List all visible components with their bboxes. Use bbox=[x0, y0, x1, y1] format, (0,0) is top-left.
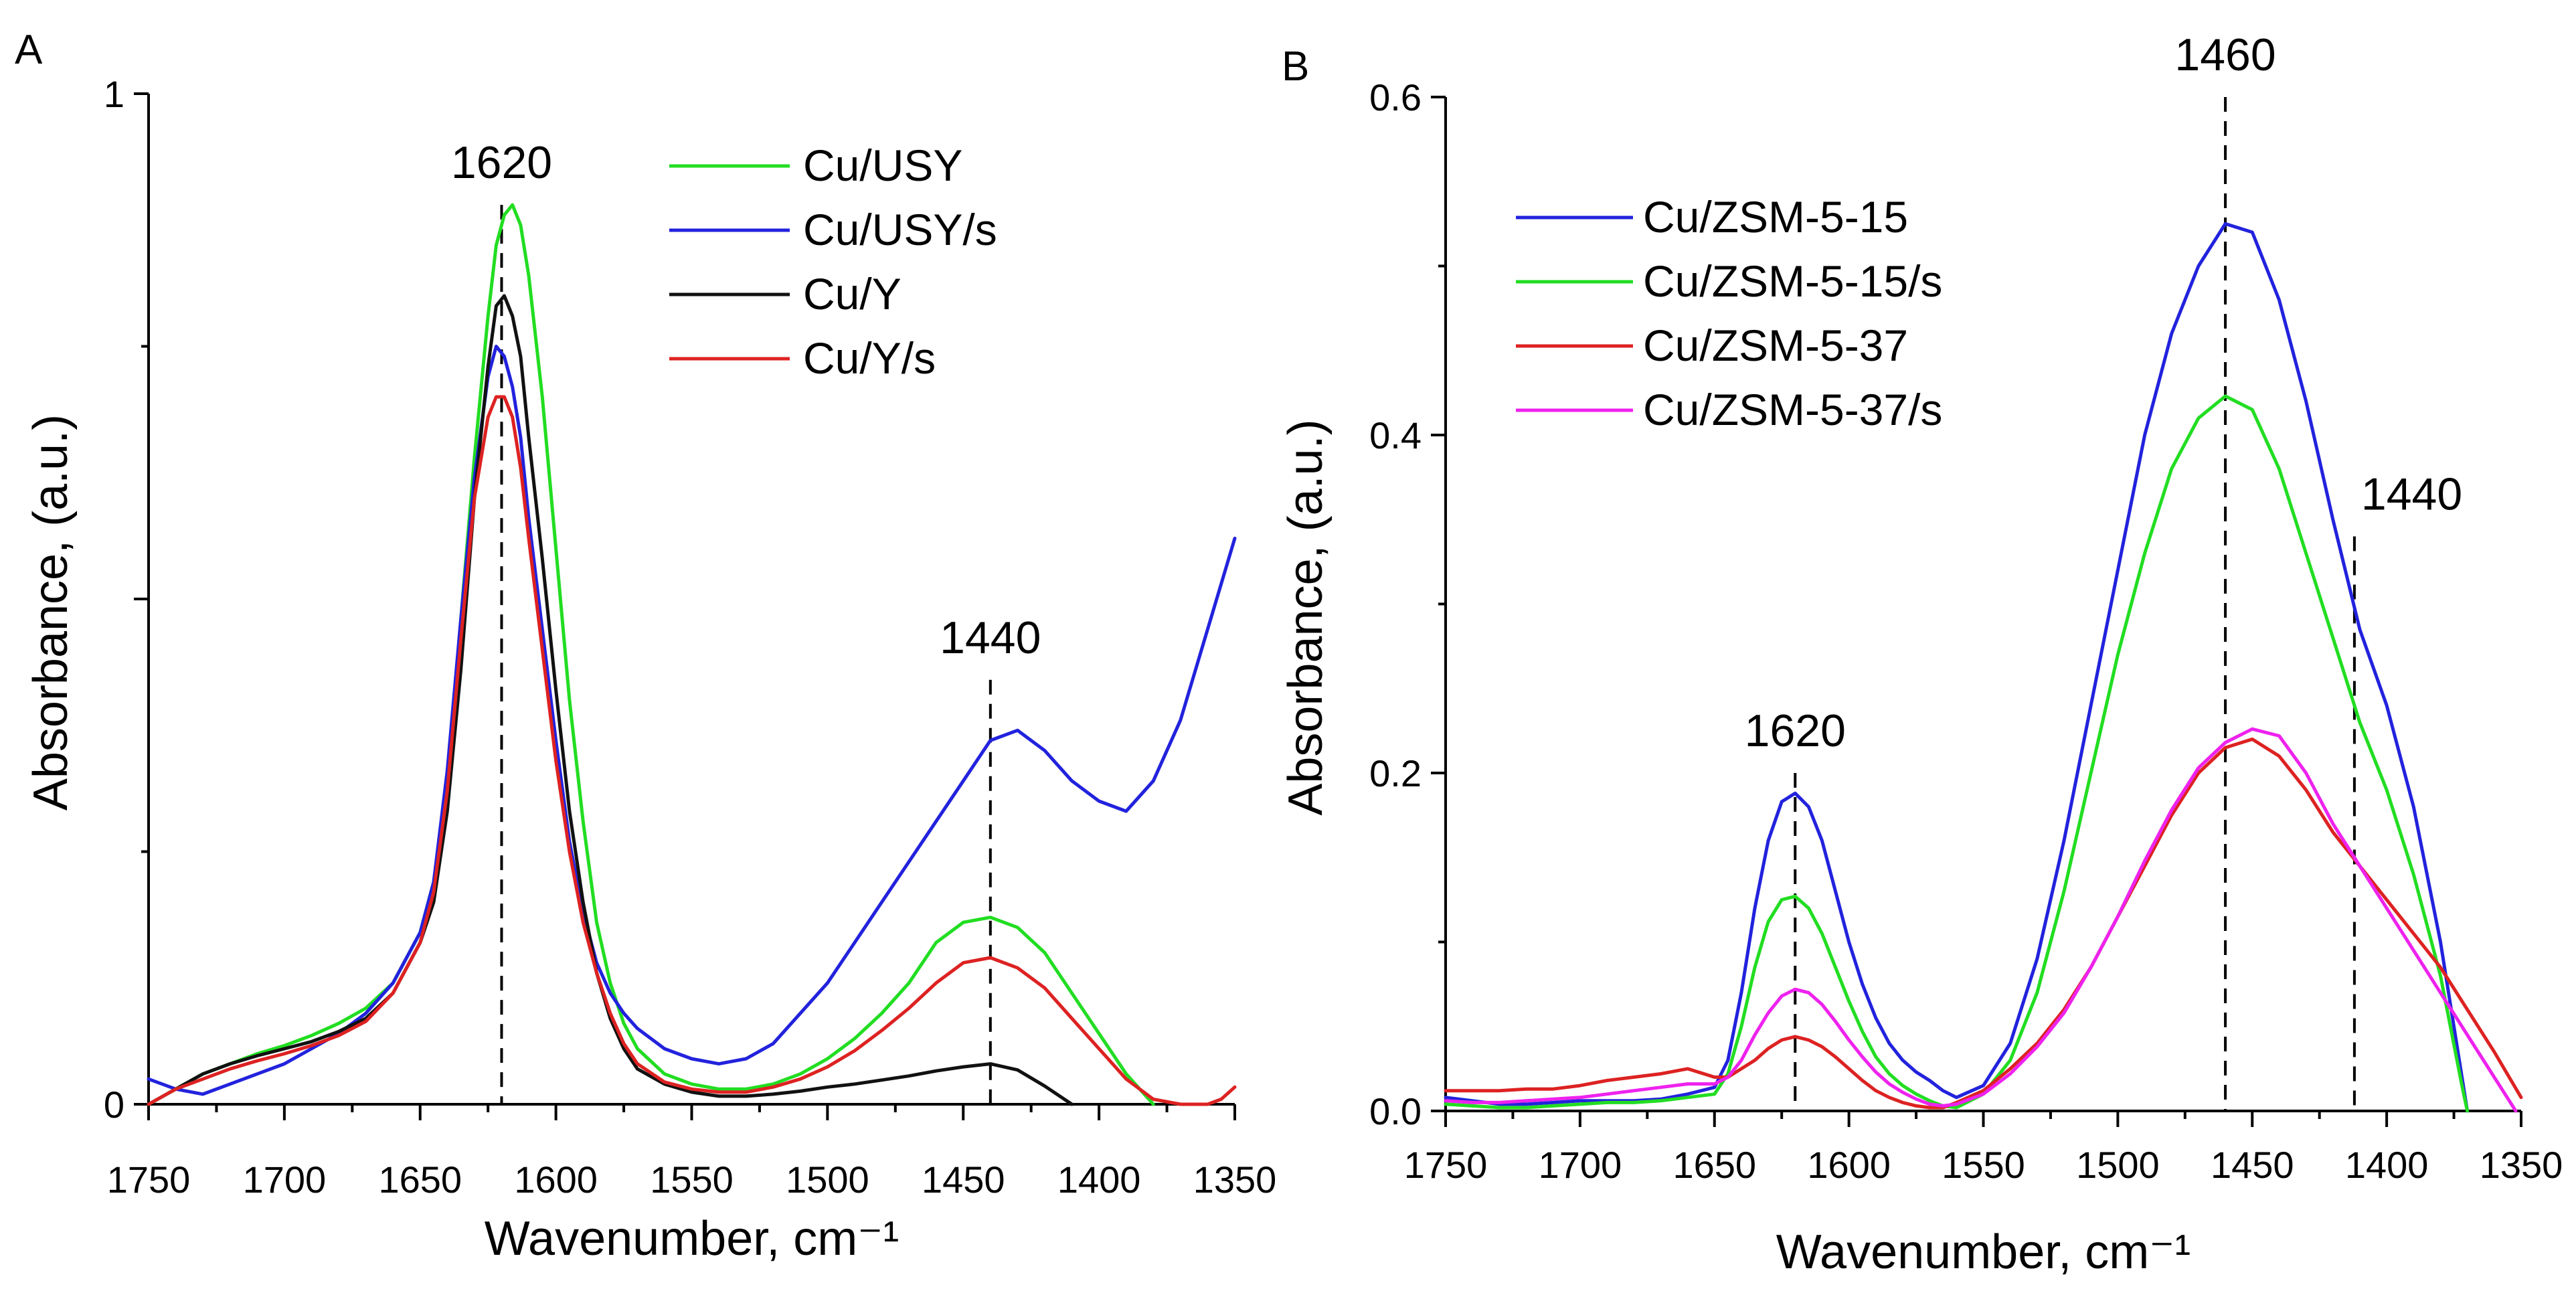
legend-label: Cu/ZSM-5-37 bbox=[1643, 321, 1908, 370]
series-line bbox=[147, 395, 1237, 1106]
x-tick-label: 1650 bbox=[378, 1158, 462, 1201]
x-tick-label: 1750 bbox=[1404, 1144, 1488, 1186]
y-tick-label: 0.4 bbox=[1369, 414, 1422, 456]
y-tick-label: 0.6 bbox=[1369, 76, 1422, 118]
y-tick-label: 0 bbox=[104, 1084, 124, 1126]
series-line bbox=[1444, 738, 2523, 1110]
peak-label: 1620 bbox=[1745, 705, 1846, 756]
x-axis-title: Wavenumber, cm⁻¹ bbox=[485, 1212, 899, 1266]
panel-a: A 1750 1700 1650 1600 1550 1500 1450 1400 1350 0 1 W… bbox=[15, 27, 1276, 1266]
y-tick-label: 0.2 bbox=[1369, 752, 1422, 794]
legend-label: Cu/ZSM-5-15/s bbox=[1643, 256, 1942, 306]
x-tick-label: 1350 bbox=[1193, 1158, 1277, 1201]
x-tick-label: 1400 bbox=[1057, 1158, 1141, 1201]
x-tick-label: 1500 bbox=[786, 1158, 869, 1201]
peak-label: 1440 bbox=[940, 612, 1041, 663]
peak-label: 1460 bbox=[2174, 29, 2276, 80]
x-tick-label: 1350 bbox=[2480, 1144, 2563, 1186]
series-line bbox=[1444, 222, 2470, 1113]
series-line bbox=[147, 294, 1074, 1106]
series-line bbox=[147, 203, 1155, 1106]
x-tick-label: 1450 bbox=[2211, 1144, 2294, 1186]
x-tick-label: 1450 bbox=[922, 1158, 1005, 1201]
panel-b: B 1750 1700 1650 1600 1550 1500 1450 1400 1350 0.0… bbox=[1279, 29, 2563, 1279]
x-tick-label: 1600 bbox=[514, 1158, 598, 1201]
peak-label: 1440 bbox=[2361, 469, 2462, 520]
legend-label: Cu/ZSM-5-37/s bbox=[1643, 385, 1942, 434]
legend-label: Cu/ZSM-5-15 bbox=[1643, 192, 1908, 242]
series-line bbox=[147, 345, 1237, 1096]
x-tick-label: 1600 bbox=[1807, 1144, 1891, 1186]
x-tick-label: 1750 bbox=[107, 1158, 191, 1201]
x-tick-label: 1700 bbox=[1539, 1144, 1622, 1186]
legend-label: Cu/Y/s bbox=[803, 333, 936, 383]
x-tick-label: 1700 bbox=[243, 1158, 327, 1201]
series-line bbox=[1444, 394, 2470, 1113]
y-axis-title: Absorbance, (a.u.) bbox=[1279, 419, 1333, 815]
legend-label: Cu/Y bbox=[803, 269, 901, 319]
x-tick-label: 1650 bbox=[1672, 1144, 1756, 1186]
x-axis-title: Wavenumber, cm⁻¹ bbox=[1776, 1225, 2191, 1279]
x-tick-label: 1550 bbox=[1942, 1144, 2025, 1186]
x-tick-label: 1500 bbox=[2076, 1144, 2160, 1186]
panel-label: A bbox=[15, 27, 43, 73]
panel-label: B bbox=[1282, 44, 1309, 90]
y-tick-label: 0.0 bbox=[1369, 1090, 1422, 1132]
legend-label: Cu/USY bbox=[803, 141, 962, 190]
legend-label: Cu/USY/s bbox=[803, 205, 997, 254]
y-tick-label: 1 bbox=[104, 73, 124, 115]
y-axis-title: Absorbance, (a.u.) bbox=[24, 414, 78, 810]
x-tick-label: 1550 bbox=[650, 1158, 734, 1201]
series-line bbox=[1444, 727, 2518, 1113]
x-tick-label: 1400 bbox=[2345, 1144, 2429, 1186]
peak-label: 1620 bbox=[451, 137, 552, 188]
